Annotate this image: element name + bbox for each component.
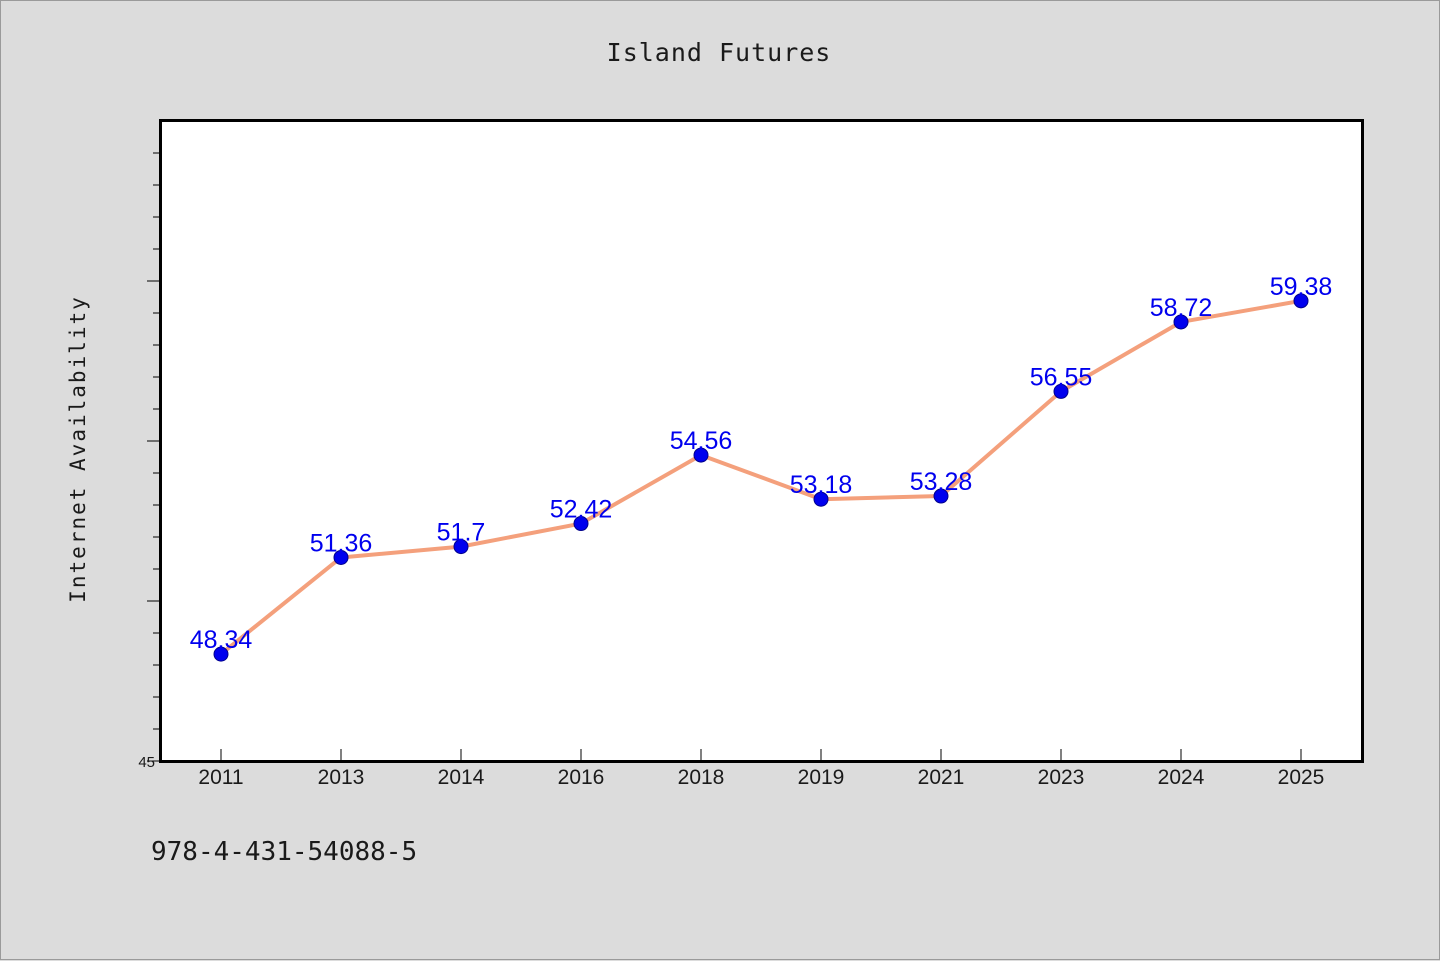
x-tick-label: 2023 <box>1038 766 1085 789</box>
data-point <box>813 491 829 507</box>
data-point <box>333 549 349 565</box>
series-group <box>213 293 1309 662</box>
y-axis-ticks: 45 <box>138 152 161 771</box>
x-tick-label: 2019 <box>798 766 845 789</box>
x-tick-label: 2021 <box>918 766 965 789</box>
series-line <box>219 298 1303 657</box>
footnote-isbn: 978-4-431-54088-5 <box>151 837 418 867</box>
data-label: 58.72 <box>1150 294 1213 322</box>
data-label: 59.38 <box>1270 273 1333 301</box>
data-label: 54.56 <box>670 427 733 455</box>
x-tick-label: 2024 <box>1158 766 1205 789</box>
x-tick-label: 2025 <box>1278 766 1325 789</box>
y-tick-label: 45 <box>138 754 155 771</box>
y-axis-label: Internet Availability <box>66 295 90 603</box>
data-point <box>573 516 589 532</box>
data-label: 56.55 <box>1030 363 1093 391</box>
data-labels-group: 48.34 51.36 51.7 52.42 54.56 53.18 53.28 56.55 5… <box>190 273 1333 654</box>
x-tick-label: 2018 <box>678 766 725 789</box>
x-tick-label: 2011 <box>198 766 243 789</box>
data-point <box>693 447 709 463</box>
data-label: 51.36 <box>310 529 373 557</box>
data-label: 52.42 <box>550 496 613 524</box>
data-point <box>1293 293 1309 309</box>
data-label: 51.7 <box>437 519 486 547</box>
plot-area <box>159 119 1364 763</box>
data-point <box>453 539 469 555</box>
x-axis-ticks: 2011 2013 2014 2016 2018 2019 2021 2023 2024 2025 <box>198 749 1324 789</box>
data-label: 53.18 <box>790 471 853 499</box>
data-point <box>1173 314 1189 330</box>
data-point <box>1053 383 1069 399</box>
x-tick-label: 2013 <box>318 766 365 789</box>
x-tick-label: 2016 <box>558 766 605 789</box>
chart-title: Island Futures <box>607 38 832 67</box>
data-label: 53.28 <box>910 468 973 496</box>
data-point <box>933 488 949 504</box>
x-tick-label: 2014 <box>438 766 485 789</box>
data-point <box>213 646 229 662</box>
data-label: 48.34 <box>190 626 253 654</box>
